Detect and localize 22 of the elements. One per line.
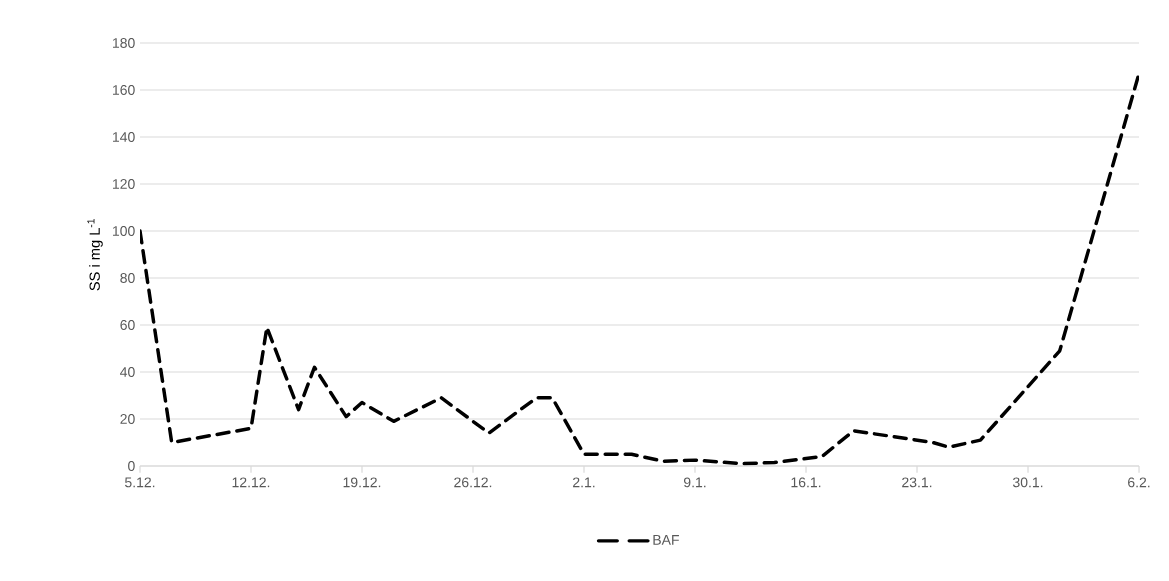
legend-label: BAF (653, 535, 679, 545)
y-tick-label: 120 (113, 179, 135, 189)
x-tick-label: 9.1. (683, 477, 706, 488)
x-tick-label: 23.1. (902, 477, 932, 488)
y-tick-label: 140 (113, 132, 135, 142)
x-tick-label: 16.1. (791, 477, 821, 488)
y-tick-label: 40 (120, 367, 135, 377)
y-tick-label: 180 (113, 38, 135, 48)
x-tick-label: 2.1. (573, 477, 595, 488)
y-tick-label: 60 (120, 320, 135, 330)
y-axis-title: SS i mg L$^{-1}$ (87, 218, 103, 291)
y-tick-label: 0 (128, 461, 135, 471)
y-tick-label: 20 (120, 414, 135, 424)
x-tick-label: 6.2. (1128, 477, 1150, 488)
y-tick-label: 80 (120, 273, 135, 283)
x-tick-label: 26.12. (454, 477, 492, 488)
x-tick-label: 19.12. (343, 477, 381, 488)
y-tick-label: 160 (113, 85, 135, 95)
x-tick-label: 30.1. (1012, 477, 1043, 488)
x-tick-label: 5.12. (125, 477, 155, 488)
x-tick-label: 12.12. (232, 477, 270, 488)
y-tick-label: 100 (113, 226, 135, 236)
